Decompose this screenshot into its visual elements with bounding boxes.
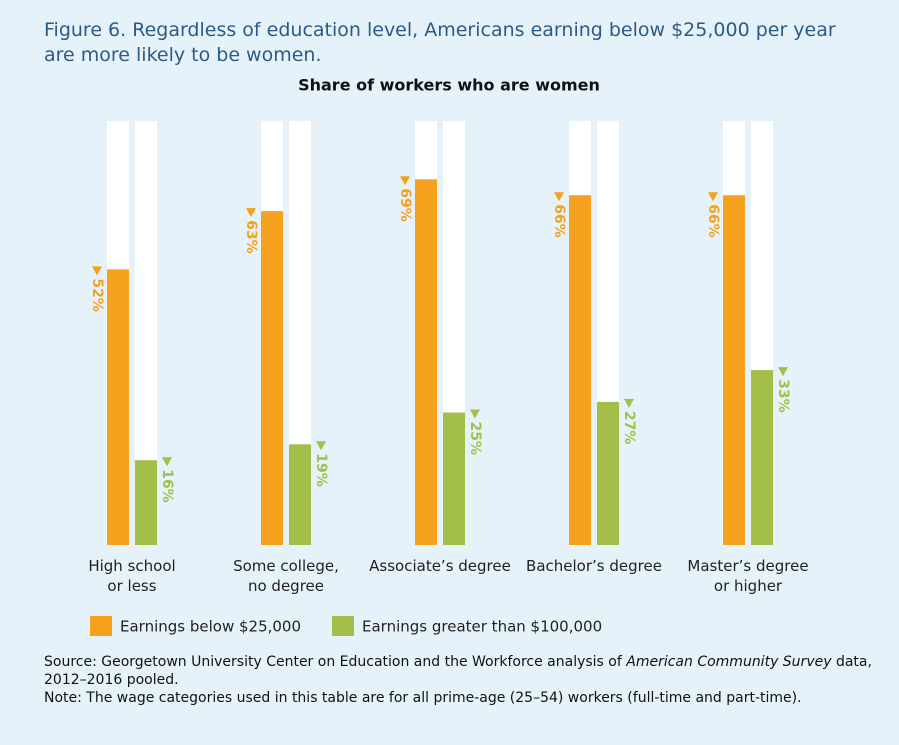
bar	[415, 179, 437, 546]
value-label: 52%	[89, 278, 105, 312]
legend-label: Earnings greater than $100,000	[362, 618, 602, 636]
label-arrow	[400, 176, 410, 186]
value-label: 66%	[551, 204, 567, 238]
value-label: 63%	[243, 220, 259, 254]
bar	[443, 412, 465, 545]
label-arrow	[470, 409, 480, 419]
label-arrow	[316, 441, 326, 451]
bar	[569, 195, 591, 545]
label-arrow	[246, 208, 256, 218]
value-label: 66%	[705, 204, 721, 238]
bar	[289, 444, 311, 545]
bar	[751, 370, 773, 545]
chart-subtitle: Share of workers who are women	[298, 76, 600, 95]
legend-label: Earnings below $25,000	[120, 618, 301, 636]
value-label: 27%	[621, 411, 637, 445]
chart-title: Figure 6. Regardless of education level,…	[44, 19, 836, 66]
x-tick-label: Bachelor’s degree	[526, 557, 662, 575]
title-box: Figure 6. Regardless of education level,…	[44, 19, 836, 66]
legend-swatch	[90, 616, 112, 636]
source: Source: Georgetown University Center on …	[44, 654, 872, 670]
value-label: 19%	[313, 453, 329, 487]
x-tick-label: Associate’s degree	[369, 557, 511, 575]
label-arrow	[624, 398, 634, 408]
value-label: 69%	[397, 188, 413, 222]
label-arrow	[162, 457, 172, 467]
x-tick-label: Master’s degree or higher	[687, 557, 809, 595]
value-label: 33%	[775, 379, 791, 413]
bar	[261, 211, 283, 545]
source-line: 2012–2016 pooled.	[44, 672, 179, 688]
source-text: Source: Georgetown University Center on …	[44, 654, 626, 670]
source-text: data,	[832, 654, 872, 670]
bar-track	[289, 121, 311, 545]
x-tick-label: Some college, no degree	[233, 557, 339, 595]
label-arrow	[92, 266, 102, 276]
value-label: 16%	[159, 469, 175, 503]
label-arrow	[708, 192, 718, 202]
bar	[723, 195, 745, 545]
bar	[597, 401, 619, 545]
x-tick-label: High school or less	[88, 557, 176, 595]
bar	[107, 269, 129, 545]
source-italic: American Community Survey	[625, 654, 832, 670]
label-arrow	[778, 367, 788, 377]
legend-swatch	[332, 616, 354, 636]
label-arrow	[554, 192, 564, 202]
value-label: 25%	[467, 422, 483, 456]
bar	[135, 460, 157, 545]
bar-track	[135, 121, 157, 545]
note: Note: The wage categories used in this t…	[44, 690, 802, 706]
